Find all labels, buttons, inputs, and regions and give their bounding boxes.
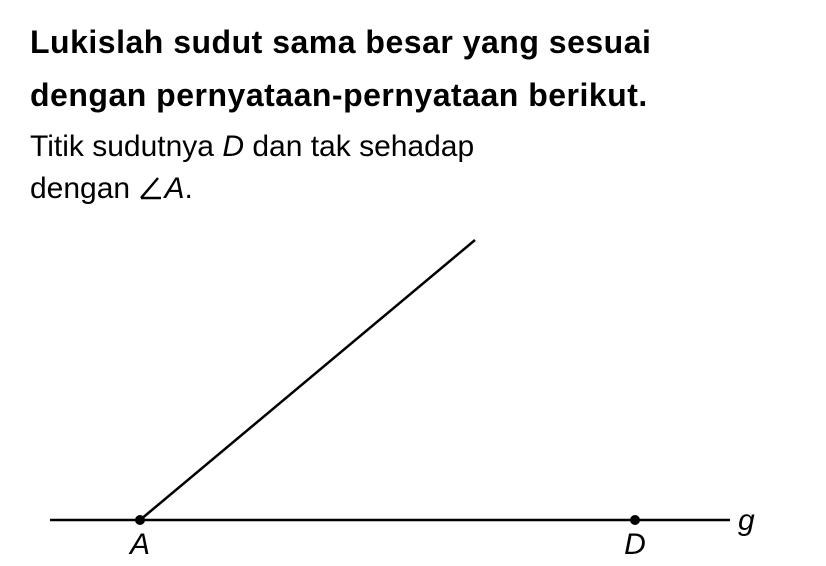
body-text-part2: dan tak sehadap [244, 130, 474, 163]
heading-line-2: dengan pernyataan-pernyataan berikut. [30, 73, 796, 118]
body-text-part1: Titik sudutnya [30, 130, 222, 163]
body-text-line-2: dengan A. [30, 168, 796, 210]
heading-line-1: Lukislah sudut sama besar yang sesuai [30, 20, 796, 65]
angle-symbol-wrapper [138, 172, 164, 205]
body-text-part4: . [184, 172, 192, 205]
variable-A: A [164, 172, 184, 205]
body-text-part3: dengan [30, 172, 138, 205]
svg-text:D: D [624, 528, 646, 560]
svg-text:g: g [738, 504, 755, 537]
svg-text:A: A [128, 528, 150, 560]
angle-icon [138, 175, 164, 201]
body-text-line-1: Titik sudutnya D dan tak sehadap [30, 126, 796, 168]
diagram-svg: A Dg [30, 220, 796, 560]
geometry-diagram: A Dg [30, 220, 796, 560]
variable-D: D [222, 130, 244, 163]
